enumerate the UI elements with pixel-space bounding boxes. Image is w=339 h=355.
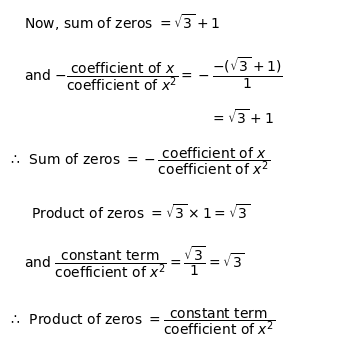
- Text: Product of zeros $= \sqrt{3} \times 1 = \sqrt{3}$: Product of zeros $= \sqrt{3} \times 1 = …: [31, 203, 250, 223]
- Text: $\therefore\,$ Product of zeros $= \dfrac{\mathrm{constant\ term}}{\mathrm{coeff: $\therefore\,$ Product of zeros $= \dfra…: [8, 306, 276, 337]
- Text: and $-\dfrac{\mathrm{coefficient\ of\ }x}{\mathrm{coefficient\ of\ }x^2} = -\dfr: and $-\dfrac{\mathrm{coefficient\ of\ }x…: [24, 56, 282, 93]
- Text: Now, sum of zeros $= \sqrt{3} + 1$: Now, sum of zeros $= \sqrt{3} + 1$: [24, 13, 220, 33]
- Text: $\therefore\,$ Sum of zeros $= -\dfrac{\mathrm{coefficient\ of\ }x}{\mathrm{coef: $\therefore\,$ Sum of zeros $= -\dfrac{\…: [8, 146, 271, 178]
- Text: and $\dfrac{\mathrm{constant\ term}}{\mathrm{coefficient\ of\ }x^2} = \dfrac{\sq: and $\dfrac{\mathrm{constant\ term}}{\ma…: [24, 244, 244, 280]
- Text: $= \sqrt{3} + 1$: $= \sqrt{3} + 1$: [210, 108, 274, 127]
